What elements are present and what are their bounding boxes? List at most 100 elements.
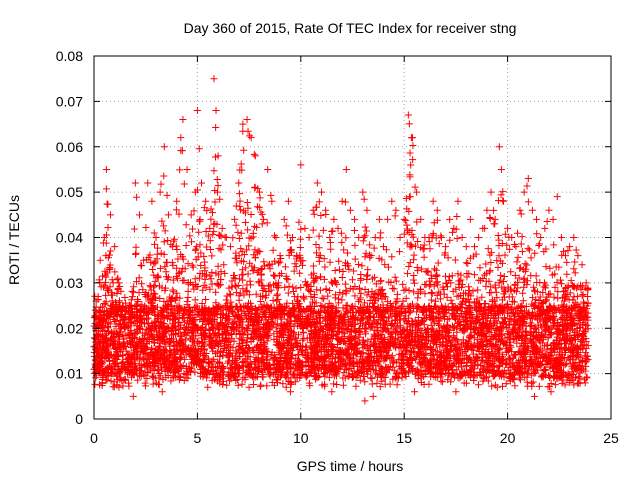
data-point	[571, 258, 579, 266]
data-point	[132, 243, 140, 251]
data-point	[282, 383, 290, 391]
data-point	[376, 277, 384, 285]
data-point	[212, 123, 220, 131]
data-point	[139, 286, 147, 294]
data-point	[247, 211, 255, 219]
data-point	[206, 237, 214, 245]
data-point	[377, 277, 385, 285]
data-point	[414, 238, 422, 246]
data-point	[176, 166, 184, 174]
data-point	[570, 265, 578, 273]
data-point	[273, 320, 281, 328]
data-point	[243, 281, 251, 289]
data-point	[484, 245, 492, 253]
data-point	[432, 273, 440, 281]
data-point	[215, 244, 223, 252]
data-point	[312, 249, 320, 257]
data-point	[102, 185, 110, 193]
data-point	[366, 241, 374, 249]
data-point	[376, 383, 384, 391]
data-point	[584, 292, 592, 300]
data-point	[536, 293, 544, 301]
data-point	[219, 381, 227, 389]
data-point	[169, 276, 177, 284]
data-point	[242, 219, 250, 227]
data-point	[296, 235, 304, 243]
data-point	[436, 295, 444, 303]
data-point	[143, 375, 151, 383]
data-point	[133, 193, 141, 201]
data-point	[274, 295, 282, 303]
data-point	[391, 212, 399, 220]
data-point	[476, 371, 484, 379]
data-point	[255, 367, 263, 375]
data-point	[179, 362, 187, 370]
data-point	[413, 218, 421, 226]
data-point	[135, 274, 143, 282]
data-point	[156, 294, 164, 302]
data-point	[465, 283, 473, 291]
data-point	[506, 245, 514, 253]
data-point	[302, 281, 310, 289]
data-point	[558, 379, 566, 387]
data-point	[499, 351, 507, 359]
data-point	[432, 347, 440, 355]
data-point	[119, 382, 127, 390]
data-point	[406, 259, 414, 267]
data-point	[243, 314, 251, 322]
data-point	[402, 294, 410, 302]
data-point	[529, 294, 537, 302]
data-point	[285, 282, 293, 290]
data-point	[367, 374, 375, 382]
data-point	[410, 279, 418, 287]
data-point	[563, 270, 571, 278]
data-point	[157, 180, 165, 188]
data-point	[393, 381, 401, 389]
data-point	[221, 341, 229, 349]
data-point	[309, 226, 317, 234]
data-point	[486, 328, 494, 336]
data-point	[359, 237, 367, 245]
data-point	[560, 247, 568, 255]
data-point	[539, 288, 547, 296]
data-point	[326, 238, 334, 246]
data-point	[284, 276, 292, 284]
data-point	[301, 278, 309, 286]
data-point	[488, 382, 496, 390]
data-point	[578, 292, 586, 300]
data-point	[499, 188, 507, 196]
data-point	[212, 299, 220, 307]
data-point	[398, 374, 406, 382]
data-point	[530, 283, 538, 291]
data-point	[456, 277, 464, 285]
data-point	[182, 221, 190, 229]
data-point	[316, 286, 324, 294]
data-point	[160, 172, 168, 180]
data-point	[236, 190, 244, 198]
data-point	[232, 249, 240, 257]
data-point	[500, 373, 508, 381]
data-point	[432, 266, 440, 274]
data-point	[434, 259, 442, 267]
data-point	[498, 283, 506, 291]
data-point	[309, 262, 317, 270]
data-point	[482, 260, 490, 268]
data-point	[350, 227, 358, 235]
data-point	[161, 263, 169, 271]
data-point	[400, 230, 408, 238]
data-point	[543, 218, 551, 226]
data-point	[437, 232, 445, 240]
data-point	[362, 249, 370, 257]
data-point	[189, 225, 197, 233]
data-point	[138, 301, 146, 309]
data-point	[348, 303, 356, 311]
data-point	[390, 285, 398, 293]
data-point	[191, 296, 199, 304]
data-point	[232, 221, 240, 229]
data-point	[113, 290, 121, 298]
data-point	[453, 212, 461, 220]
data-point	[392, 277, 400, 285]
data-point	[320, 295, 328, 303]
